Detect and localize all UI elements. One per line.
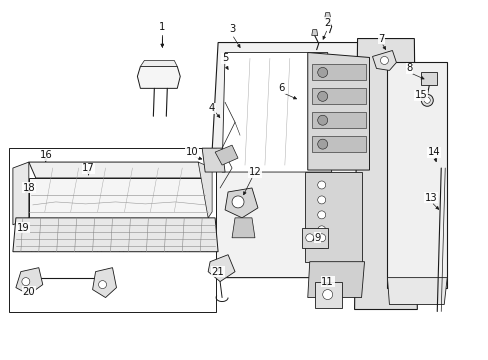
Text: 9: 9 [314, 233, 320, 243]
Polygon shape [13, 218, 218, 252]
Text: 5: 5 [222, 54, 228, 63]
Polygon shape [224, 188, 258, 218]
Circle shape [305, 234, 313, 242]
Circle shape [317, 196, 325, 204]
Circle shape [317, 91, 327, 101]
Polygon shape [324, 13, 330, 19]
Polygon shape [421, 72, 436, 85]
Polygon shape [386, 278, 447, 305]
Circle shape [322, 289, 332, 300]
Circle shape [317, 241, 325, 249]
Text: 3: 3 [228, 24, 235, 33]
Polygon shape [198, 162, 212, 218]
Polygon shape [205, 42, 367, 278]
Text: 14: 14 [427, 147, 440, 157]
Bar [311, 64, 365, 80]
Text: 21: 21 [211, 267, 224, 276]
Circle shape [424, 97, 429, 103]
Polygon shape [307, 262, 364, 298]
Text: 13: 13 [424, 193, 437, 203]
Polygon shape [29, 162, 208, 178]
Polygon shape [92, 268, 116, 298]
Text: 19: 19 [17, 223, 29, 233]
Polygon shape [215, 145, 238, 165]
Text: 17: 17 [82, 163, 95, 173]
Polygon shape [301, 228, 327, 248]
Polygon shape [222, 53, 331, 172]
Polygon shape [16, 268, 42, 294]
Polygon shape [307, 53, 369, 170]
Text: 18: 18 [22, 183, 35, 193]
Text: 12: 12 [248, 167, 261, 177]
Circle shape [22, 278, 30, 285]
Text: 16: 16 [40, 150, 52, 160]
Polygon shape [208, 255, 235, 282]
Polygon shape [140, 60, 177, 67]
Circle shape [317, 211, 325, 219]
Text: 2: 2 [324, 18, 330, 28]
Polygon shape [137, 67, 180, 88]
Text: 10: 10 [185, 147, 198, 157]
Bar [311, 112, 365, 128]
Circle shape [317, 67, 327, 77]
Text: 11: 11 [321, 276, 333, 287]
Polygon shape [202, 148, 224, 172]
Circle shape [380, 57, 387, 64]
Bar [311, 88, 365, 104]
Circle shape [232, 196, 244, 208]
Text: 4: 4 [208, 103, 215, 113]
Circle shape [99, 280, 106, 289]
Text: 15: 15 [414, 90, 427, 100]
Circle shape [317, 139, 327, 149]
Circle shape [317, 181, 325, 189]
Circle shape [317, 234, 325, 242]
Circle shape [317, 115, 327, 125]
Polygon shape [354, 39, 416, 310]
Polygon shape [304, 172, 361, 262]
Polygon shape [386, 62, 447, 288]
Circle shape [421, 94, 432, 106]
Bar [9, 148, 216, 312]
Bar [311, 136, 365, 152]
Text: 6: 6 [278, 84, 285, 93]
Polygon shape [372, 50, 396, 71]
Text: 20: 20 [22, 287, 35, 297]
Text: 1: 1 [159, 22, 165, 32]
Text: 7: 7 [378, 33, 384, 44]
Polygon shape [29, 178, 208, 218]
Polygon shape [314, 282, 341, 307]
Polygon shape [232, 218, 254, 238]
Text: 8: 8 [406, 63, 412, 73]
Circle shape [317, 226, 325, 234]
Polygon shape [311, 30, 317, 36]
Polygon shape [13, 162, 29, 225]
